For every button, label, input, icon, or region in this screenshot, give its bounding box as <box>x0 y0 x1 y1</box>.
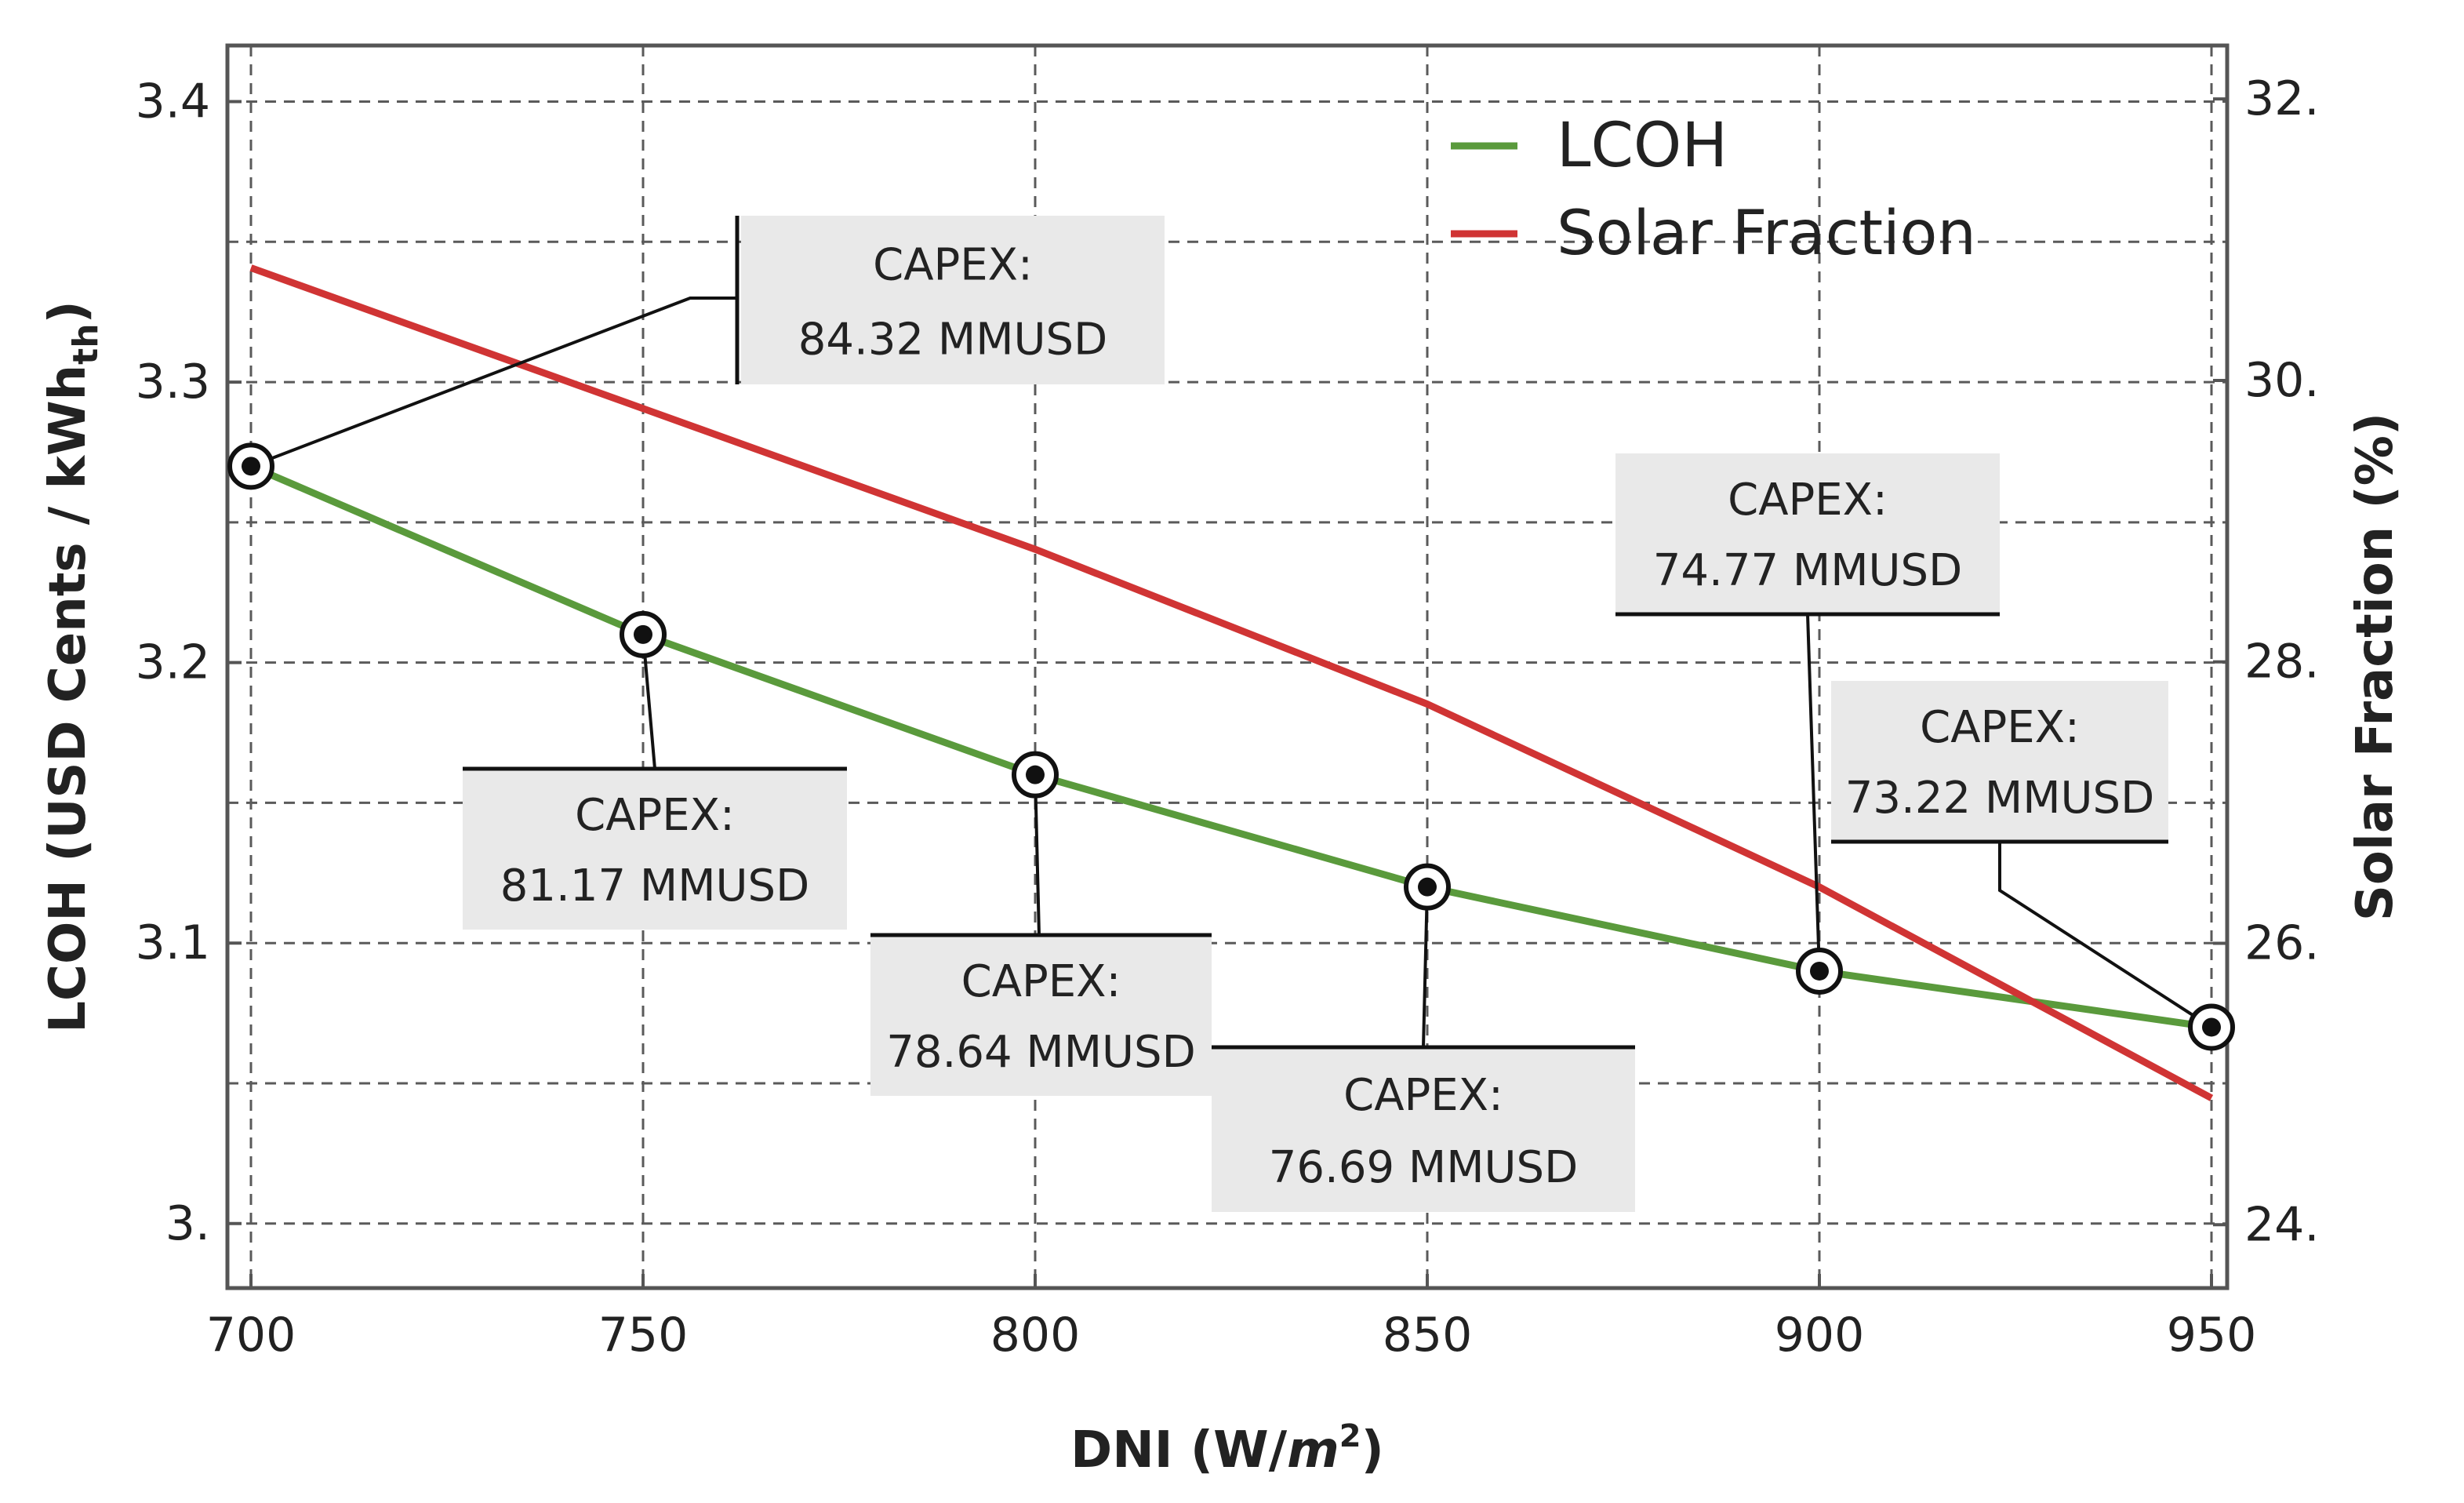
callout-leader <box>1034 774 1041 936</box>
callout-label: CAPEX: <box>1728 475 1888 526</box>
callout-box <box>1212 1047 1635 1212</box>
y-tick-label: 3. <box>165 1196 210 1251</box>
callout-value: 74.77 MMUSD <box>1653 545 1962 596</box>
callout-leader <box>1422 886 1429 1048</box>
callout-value: 84.32 MMUSD <box>798 314 1107 365</box>
lcoh-point-dot <box>242 457 260 476</box>
callout-box <box>870 935 1212 1096</box>
x-tick-label: 700 <box>206 1308 296 1363</box>
legend-label-solar-fraction: Solar Fraction <box>1557 198 1976 269</box>
series-layer <box>249 264 2214 1101</box>
y2-tick-label: 28. <box>2244 635 2319 690</box>
y2-tick-label: 26. <box>2244 915 2319 970</box>
callout-label: CAPEX: <box>961 956 1121 1007</box>
callout-value: 81.17 MMUSD <box>500 861 809 912</box>
callout-label: CAPEX: <box>1920 702 2080 753</box>
x-tick-label: 950 <box>2167 1308 2257 1363</box>
ticks-layer: 700 750 800 850 900 950 3. 3.1 3.2 3.3 3.4 24. 26. 28… <box>136 71 2320 1363</box>
x-tick-label: 750 <box>598 1308 689 1363</box>
y2-axis-title: Solar Fraction (%) <box>2346 413 2404 921</box>
callout-value: 76.69 MMUSD <box>1269 1142 1578 1193</box>
callout-boxes <box>463 216 2168 1212</box>
y2-tick-label: 32. <box>2244 71 2319 126</box>
callout-box <box>463 769 847 930</box>
callout-leader <box>1998 842 2213 1029</box>
lcoh-point-dot <box>1418 877 1437 897</box>
legend-label-lcoh: LCOH <box>1557 111 1728 181</box>
series-line-lcoh <box>249 463 2212 1031</box>
lcoh-point-dot <box>634 624 652 644</box>
y2-tick-label: 30. <box>2244 353 2319 408</box>
y-tick-label: 3.3 <box>136 355 210 409</box>
callout-box <box>1831 681 2168 842</box>
series-line-solar-fraction <box>249 264 2214 1101</box>
callout-box <box>1615 453 2000 614</box>
callout-box <box>741 216 1165 384</box>
x-tick-label: 850 <box>1383 1308 1473 1363</box>
callout-leader <box>1806 613 1821 972</box>
callout-value: 73.22 MMUSD <box>1845 773 2154 824</box>
legend: LCOH Solar Fraction <box>1451 111 1976 269</box>
x-tick-label: 800 <box>990 1308 1081 1363</box>
markers-layer <box>227 442 2235 1051</box>
callout-label: CAPEX: <box>575 790 735 841</box>
lcoh-point-dot <box>1810 961 1829 981</box>
plot-frame <box>225 43 2230 1290</box>
callout-label: CAPEX: <box>1343 1070 1503 1121</box>
callout-value: 78.64 MMUSD <box>886 1027 1195 1078</box>
lcoh-point-dot <box>1026 765 1045 784</box>
callout-label: CAPEX: <box>873 240 1033 291</box>
y2-tick-label: 24. <box>2244 1197 2319 1252</box>
x-tick-label: 900 <box>1775 1308 1865 1363</box>
callout-texts: CAPEX: 84.32 MMUSD CAPEX: 81.17 MMUSD CAPEX:… <box>250 216 2213 1193</box>
callout-leader <box>250 297 737 468</box>
y-axis-title: LCOH (USD Cents / kWhth) <box>39 300 106 1033</box>
y-tick-label: 3.4 <box>136 75 210 129</box>
y-tick-label: 3.1 <box>136 915 210 970</box>
x-axis-title: DNI (W/m2) <box>1070 1418 1384 1479</box>
lcoh-point-dot <box>2202 1017 2221 1037</box>
y-tick-label: 3.2 <box>136 635 210 690</box>
